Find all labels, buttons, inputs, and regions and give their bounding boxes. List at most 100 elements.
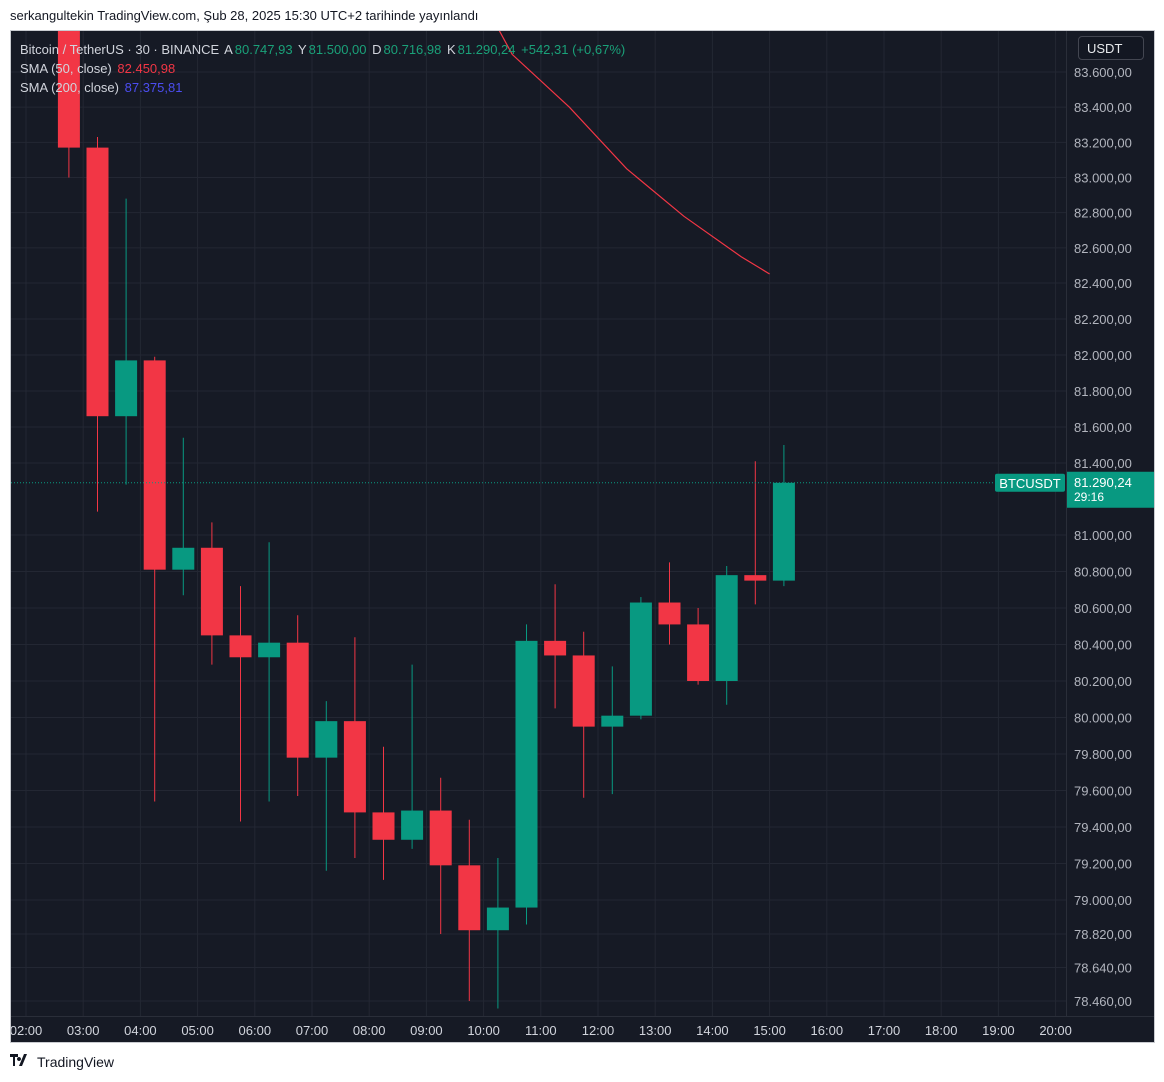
candle-body [744, 575, 767, 581]
change-value: +542,31 (+0,67%) [521, 42, 626, 57]
last-price-value: 81.290,24 [1074, 475, 1132, 490]
close-value: 81.290,24 [457, 42, 516, 57]
candle-body [343, 721, 366, 813]
footer-brand[interactable]: TradingView [37, 1053, 115, 1070]
sma200-label: SMA (200, close) [20, 80, 119, 95]
tradingview-logo-icon [10, 1053, 32, 1070]
candle-body [57, 31, 80, 148]
sma50-line [498, 31, 770, 275]
y-tick-label: 80.400,00 [1074, 638, 1132, 653]
y-tick-label: 82.000,00 [1074, 348, 1132, 363]
close-label: K [446, 42, 456, 57]
x-tick-label: 20:00 [1039, 1023, 1072, 1038]
x-tick-label: 05:00 [181, 1023, 214, 1038]
low-value: 80.716,98 [383, 42, 442, 57]
candle-body [572, 655, 595, 727]
y-tick-label: 79.800,00 [1074, 747, 1132, 762]
published-line: serkangultekin TradingView.com, Şub 28, … [10, 8, 479, 23]
x-tick-label: 02:00 [11, 1023, 42, 1038]
candlestick-chart[interactable]: 83.600,00 83.400,00 83.200,00 83.000,00 82.8… [11, 31, 1154, 1042]
candle-body [429, 810, 452, 866]
candle-body [629, 602, 652, 716]
candle-body [486, 907, 509, 931]
symbol-badge [995, 473, 1065, 492]
sma50-label: SMA (50, close) [20, 61, 112, 76]
open-value: 80.747,93 [234, 42, 293, 57]
y-tick-label: 79.600,00 [1074, 784, 1132, 799]
y-tick-label: 83.000,00 [1074, 171, 1132, 186]
x-tick-label: 18:00 [925, 1023, 958, 1038]
sma50-row[interactable]: SMA (50, close) 82.450,98 [20, 59, 627, 78]
y-tick-label: 79.000,00 [1074, 893, 1132, 908]
y-tick-label: 81.400,00 [1074, 456, 1132, 471]
x-tick-label: 11:00 [525, 1023, 557, 1038]
y-tick-label: 79.200,00 [1074, 857, 1132, 872]
last-price-axis-badge [1067, 471, 1154, 508]
candle-body [372, 812, 395, 840]
candle-body [458, 865, 481, 931]
chart-panel[interactable]: 83.600,00 83.400,00 83.200,00 83.000,00 82.8… [10, 30, 1155, 1043]
high-label: Y [297, 42, 307, 57]
y-tick-label: 81.800,00 [1074, 384, 1132, 399]
y-tick-label: 78.460,00 [1074, 994, 1132, 1009]
candle-body [143, 360, 166, 570]
candle-body [401, 810, 424, 840]
high-value: 81.500,00 [308, 42, 367, 57]
y-tick-label: 80.200,00 [1074, 674, 1132, 689]
candle-body [86, 147, 109, 417]
candle-body [172, 547, 195, 570]
candle-body [772, 482, 795, 581]
candle-body [515, 640, 538, 908]
y-tick-label: 82.600,00 [1074, 241, 1132, 256]
sma50-value: 82.450,98 [117, 61, 176, 76]
x-tick-label: 17:00 [868, 1023, 901, 1038]
y-tick-label: 79.400,00 [1074, 820, 1132, 835]
candle-body [115, 360, 138, 417]
y-tick-label: 82.400,00 [1074, 276, 1132, 291]
x-tick-label: 06:00 [239, 1023, 272, 1038]
y-tick-label: 78.640,00 [1074, 961, 1132, 976]
candle-body [658, 602, 681, 625]
candle-body [315, 721, 338, 758]
candle-body [687, 624, 710, 681]
x-tick-label: 16:00 [811, 1023, 844, 1038]
footer: TradingView [10, 1053, 114, 1070]
candle-body [601, 715, 624, 727]
candle-body [258, 642, 281, 658]
candle-body [715, 575, 738, 681]
symbol-label[interactable]: Bitcoin / TetherUS · 30 · BINANCE [20, 42, 220, 57]
y-tick-label: 81.600,00 [1074, 420, 1132, 435]
candle-body [286, 642, 309, 758]
sma200-value: 87.375,81 [124, 80, 183, 95]
currency-button[interactable]: USDT [1078, 36, 1144, 60]
x-tick-label: 07:00 [296, 1023, 329, 1038]
x-tick-label: 08:00 [353, 1023, 386, 1038]
y-tick-label: 83.600,00 [1074, 65, 1132, 80]
bar-countdown: 29:16 [1074, 490, 1104, 504]
y-tick-label: 83.400,00 [1074, 100, 1132, 115]
y-tick-label: 80.000,00 [1074, 711, 1132, 726]
chart-legend: Bitcoin / TetherUS · 30 · BINANCE A 80.74… [20, 40, 627, 97]
x-tick-label: 09:00 [410, 1023, 443, 1038]
x-tick-label: 19:00 [982, 1023, 1015, 1038]
x-tick-label: 10:00 [467, 1023, 500, 1038]
candle-body [229, 635, 252, 658]
y-tick-label: 80.600,00 [1074, 601, 1132, 616]
x-tick-label: 14:00 [696, 1023, 729, 1038]
x-tick-label: 15:00 [753, 1023, 786, 1038]
x-tick-label: 04:00 [124, 1023, 157, 1038]
y-tick-label: 82.200,00 [1074, 312, 1132, 327]
candle-body [200, 547, 223, 636]
y-tick-label: 81.000,00 [1074, 528, 1132, 543]
x-tick-label: 03:00 [67, 1023, 100, 1038]
x-tick-label: 12:00 [582, 1023, 615, 1038]
symbol-badge-label: BTCUSDT [999, 476, 1060, 491]
ohlc-row: Bitcoin / TetherUS · 30 · BINANCE A 80.74… [20, 40, 627, 59]
y-tick-label: 82.800,00 [1074, 206, 1132, 221]
y-tick-label: 80.800,00 [1074, 565, 1132, 580]
y-tick-label: 83.200,00 [1074, 135, 1132, 150]
candle-body [544, 640, 567, 656]
sma200-row[interactable]: SMA (200, close) 87.375,81 [20, 78, 627, 97]
low-label: D [372, 42, 382, 57]
y-tick-label: 78.820,00 [1074, 927, 1132, 942]
